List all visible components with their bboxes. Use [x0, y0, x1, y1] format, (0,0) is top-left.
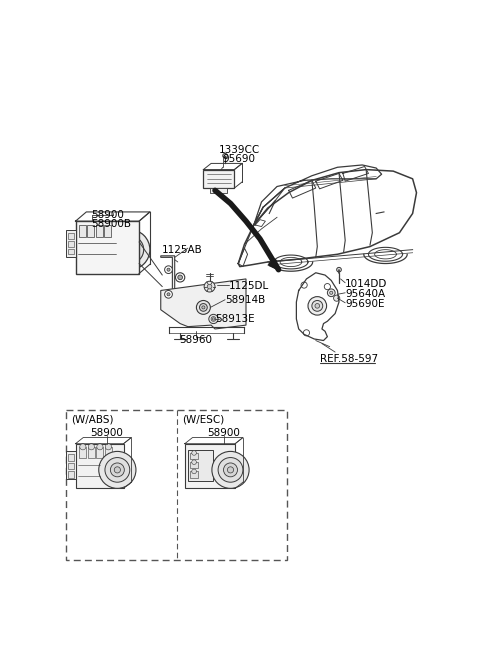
- Text: 1339CC: 1339CC: [219, 145, 260, 155]
- Circle shape: [224, 463, 238, 477]
- Bar: [188, 450, 213, 481]
- Circle shape: [165, 291, 172, 298]
- Text: 58913E: 58913E: [215, 314, 254, 324]
- Bar: [104, 225, 111, 237]
- Circle shape: [192, 469, 196, 474]
- Text: 95690: 95690: [223, 154, 256, 164]
- Circle shape: [167, 293, 170, 296]
- Circle shape: [303, 330, 310, 336]
- Circle shape: [165, 266, 172, 274]
- Bar: [210, 188, 227, 193]
- Circle shape: [212, 318, 215, 320]
- Circle shape: [301, 282, 307, 288]
- Circle shape: [330, 291, 333, 295]
- Bar: [68, 463, 74, 469]
- Bar: [68, 472, 74, 478]
- Text: 58900: 58900: [91, 210, 124, 220]
- Circle shape: [192, 460, 196, 464]
- Text: 58900: 58900: [90, 428, 123, 438]
- Polygon shape: [161, 256, 175, 310]
- Circle shape: [105, 443, 111, 450]
- Circle shape: [178, 275, 182, 279]
- Bar: [79, 447, 86, 458]
- Circle shape: [88, 443, 95, 450]
- Circle shape: [105, 222, 111, 228]
- Circle shape: [110, 463, 124, 477]
- Text: 1125DL: 1125DL: [229, 281, 269, 291]
- Text: 58960: 58960: [179, 335, 212, 345]
- Circle shape: [114, 467, 120, 473]
- Circle shape: [109, 230, 150, 270]
- Circle shape: [211, 317, 216, 321]
- Circle shape: [204, 281, 215, 292]
- Bar: [87, 225, 94, 237]
- Text: REF.58-597: REF.58-597: [320, 354, 378, 364]
- Bar: [68, 234, 74, 239]
- Text: 58914B: 58914B: [225, 295, 265, 305]
- Circle shape: [96, 222, 102, 228]
- Circle shape: [207, 284, 212, 289]
- Bar: [68, 249, 74, 255]
- Text: 58900B: 58900B: [91, 219, 131, 229]
- Circle shape: [312, 300, 323, 311]
- Circle shape: [127, 247, 133, 253]
- Text: 95640A: 95640A: [345, 289, 385, 299]
- Bar: [79, 225, 85, 237]
- Circle shape: [202, 306, 205, 309]
- Text: (W/ABS): (W/ABS): [71, 415, 113, 424]
- Circle shape: [209, 314, 218, 323]
- Bar: [190, 462, 198, 468]
- Circle shape: [212, 451, 249, 488]
- Circle shape: [327, 289, 335, 297]
- Circle shape: [99, 451, 136, 488]
- Bar: [88, 447, 95, 458]
- Bar: [105, 447, 112, 458]
- Text: 1014DD: 1014DD: [345, 279, 387, 289]
- Polygon shape: [161, 279, 246, 329]
- Bar: [204, 170, 234, 188]
- Bar: [66, 230, 76, 257]
- Text: 58900: 58900: [207, 428, 240, 438]
- Bar: [96, 447, 103, 458]
- Circle shape: [200, 304, 207, 311]
- Bar: [68, 241, 74, 247]
- Circle shape: [79, 222, 85, 228]
- Text: 1125AB: 1125AB: [162, 245, 203, 255]
- Circle shape: [336, 268, 341, 272]
- Text: (W/ESC): (W/ESC): [181, 415, 224, 424]
- Bar: [190, 453, 198, 459]
- Circle shape: [105, 458, 130, 482]
- Circle shape: [308, 297, 326, 315]
- Circle shape: [334, 295, 340, 301]
- Bar: [75, 443, 123, 488]
- Circle shape: [167, 268, 170, 271]
- Circle shape: [196, 300, 210, 314]
- Circle shape: [87, 222, 94, 228]
- Bar: [185, 443, 235, 488]
- Circle shape: [192, 451, 196, 455]
- Bar: [68, 455, 74, 461]
- Bar: [75, 221, 139, 274]
- Bar: [190, 472, 198, 478]
- Circle shape: [97, 443, 103, 450]
- Circle shape: [218, 458, 243, 482]
- FancyBboxPatch shape: [66, 410, 287, 560]
- Text: 95690E: 95690E: [345, 299, 384, 309]
- Circle shape: [80, 443, 86, 450]
- Circle shape: [176, 273, 185, 282]
- Circle shape: [324, 283, 330, 290]
- Bar: [66, 451, 76, 479]
- Circle shape: [315, 304, 320, 308]
- Circle shape: [116, 236, 144, 264]
- Circle shape: [223, 154, 228, 158]
- Circle shape: [122, 242, 137, 257]
- Circle shape: [228, 467, 234, 473]
- Bar: [96, 225, 103, 237]
